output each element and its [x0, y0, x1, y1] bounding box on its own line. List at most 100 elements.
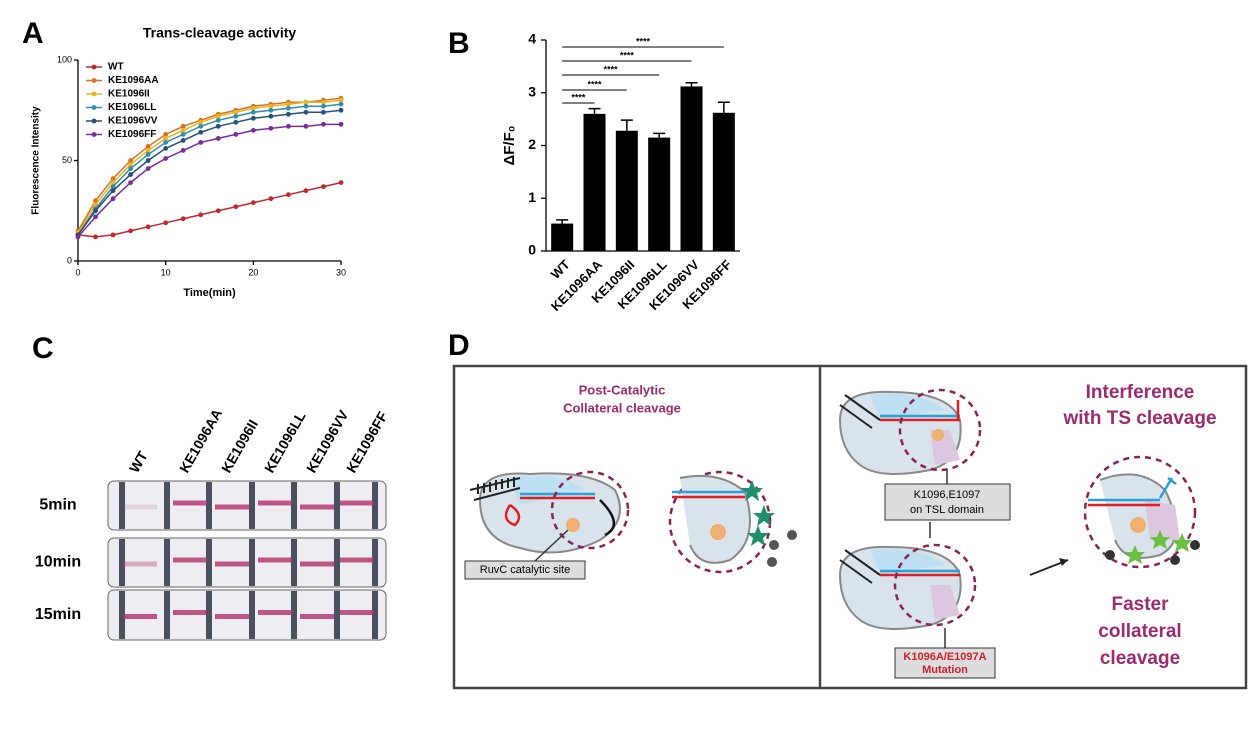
- diagram-label: on TSL domain: [910, 504, 984, 516]
- crrna: [469, 477, 521, 501]
- bar: [583, 113, 606, 251]
- test-band: [340, 610, 374, 615]
- data-point: [321, 109, 326, 115]
- zoom-circle: [898, 388, 982, 472]
- data-point: [163, 220, 169, 226]
- data-point: [145, 144, 151, 149]
- data-point: [250, 115, 256, 121]
- data-point: [286, 105, 291, 111]
- x-tick-label: 30: [336, 267, 346, 277]
- significance-label: ****: [636, 36, 651, 46]
- data-point: [145, 152, 151, 157]
- series-line: [77, 123, 341, 238]
- data-point: [215, 123, 221, 129]
- bar: [551, 223, 574, 251]
- test-band: [173, 557, 207, 563]
- y-tick-label: 2: [528, 136, 536, 152]
- legend-label: KE1096FF: [108, 129, 156, 140]
- significance-label: ****: [620, 50, 635, 60]
- strip-edge: [119, 539, 125, 586]
- row-label: 5min: [39, 497, 76, 514]
- test-band: [173, 500, 207, 506]
- data-point: [163, 135, 169, 141]
- strip-edge: [372, 482, 378, 529]
- strip-edge: [164, 482, 170, 529]
- strip-label: WT: [126, 448, 151, 475]
- data-point: [163, 156, 169, 161]
- data-point: [163, 140, 169, 145]
- test-band: [340, 500, 374, 506]
- data-point: [110, 176, 116, 181]
- diagram-title: Post-Catalytic: [579, 382, 666, 397]
- diagram-title: Interference: [1086, 382, 1195, 403]
- data-point: [110, 184, 116, 190]
- test-band: [123, 504, 157, 510]
- data-point: [338, 97, 344, 103]
- data-point: [250, 200, 256, 206]
- strip-edge: [206, 539, 212, 586]
- data-point: [128, 166, 134, 171]
- test-band: [123, 561, 157, 567]
- bar: [648, 137, 671, 251]
- data-point: [286, 111, 291, 117]
- data-point: [338, 180, 344, 186]
- strip-edge: [164, 539, 170, 586]
- test-band: [258, 500, 292, 506]
- reporters: [1125, 530, 1192, 564]
- strip-edge: [249, 482, 255, 529]
- data-point: [338, 101, 344, 107]
- rna: [504, 503, 521, 527]
- bar: [615, 130, 638, 251]
- legend-marker: [91, 78, 97, 83]
- data-point: [233, 131, 239, 137]
- data-point: [215, 113, 221, 119]
- data-point: [215, 208, 221, 214]
- legend-label: KE1096AA: [108, 75, 159, 86]
- data-point: [128, 180, 134, 186]
- series-line: [77, 109, 342, 236]
- label-box: [894, 647, 996, 679]
- data-point: [180, 216, 186, 222]
- strip-label: KE1096II: [218, 417, 261, 476]
- test-band: [215, 504, 249, 510]
- data-point: [180, 131, 186, 137]
- error-bar: [685, 81, 698, 87]
- data-point: [303, 188, 309, 194]
- error-bar: [588, 107, 601, 114]
- data-point: [145, 148, 151, 153]
- data-point: [215, 135, 221, 141]
- strip-edge: [119, 591, 125, 639]
- data-point: [303, 103, 309, 109]
- data-point: [233, 119, 239, 125]
- protein-domain: [870, 394, 945, 420]
- data-point: [93, 208, 98, 214]
- data-point: [110, 196, 116, 202]
- data-point: [303, 99, 309, 105]
- zoom-circle: [893, 543, 977, 627]
- test-band: [123, 614, 157, 619]
- crrna: [839, 394, 881, 429]
- data-point: [75, 234, 81, 240]
- data-point: [303, 109, 309, 115]
- panel-label: A: [22, 17, 44, 50]
- significance-label: ****: [604, 64, 619, 74]
- y-tick-label: 3: [528, 83, 536, 99]
- strip-edge: [206, 482, 212, 529]
- data-point: [286, 123, 291, 129]
- zoom-circle: [550, 470, 630, 550]
- data-point: [268, 196, 274, 202]
- series-line: [77, 99, 342, 234]
- strip-edge: [291, 539, 297, 586]
- strip-edge: [334, 482, 340, 529]
- strip-edge: [249, 591, 255, 639]
- bar: [712, 112, 735, 251]
- data-point: [180, 148, 186, 153]
- data-point: [321, 99, 326, 105]
- data-point: [198, 129, 204, 135]
- data-point: [110, 232, 116, 238]
- legend-label: WT: [108, 62, 124, 73]
- legend-marker: [91, 118, 97, 124]
- catalytic-site: [566, 518, 580, 532]
- x-tick-label: 10: [161, 267, 171, 277]
